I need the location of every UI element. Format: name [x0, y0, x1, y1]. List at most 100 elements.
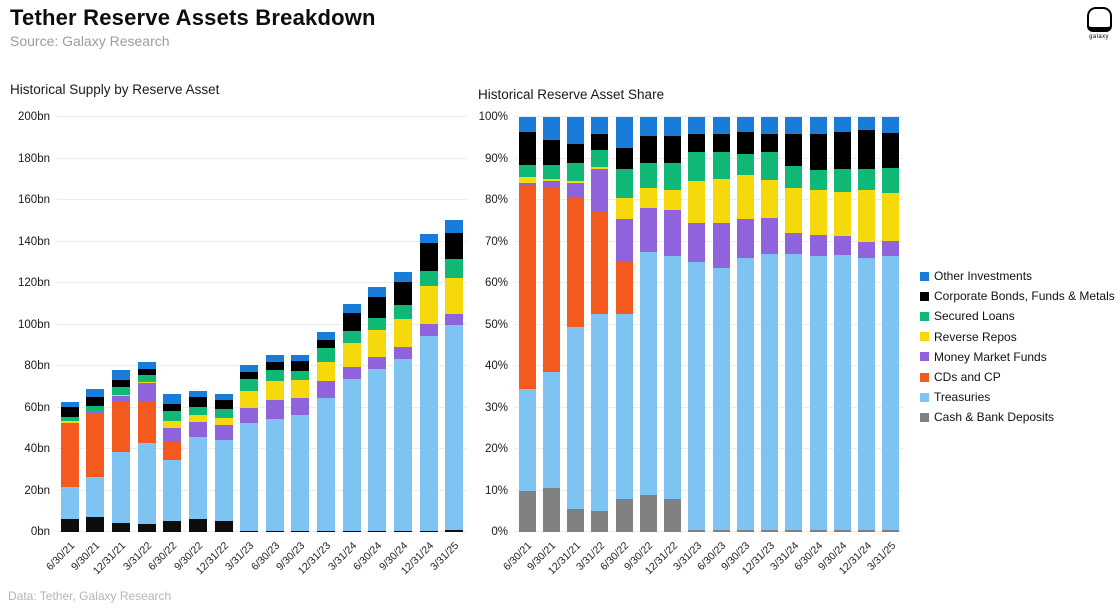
legend-color-swatch	[920, 352, 929, 362]
supply-chart-title: Historical Supply by Reserve Asset	[10, 82, 220, 97]
segment-reverse-repos	[265, 381, 284, 400]
segment-corporate-bonds-funds-metals	[833, 132, 851, 169]
segment-money-market-funds	[419, 324, 438, 336]
segment-other-investments	[833, 117, 851, 133]
y-axis-label: 10%	[484, 484, 508, 497]
gridline	[57, 323, 467, 325]
segment-treasuries	[591, 314, 609, 512]
segment-reverse-repos	[882, 193, 900, 242]
y-axis-label: 20bn	[24, 484, 50, 497]
segment-reverse-repos	[615, 197, 633, 219]
segment-corporate-bonds-funds-metals	[188, 397, 207, 407]
segment-cash-bank-deposits	[163, 521, 182, 532]
segment-cash-bank-deposits	[368, 530, 387, 532]
segment-secured-loans	[809, 169, 827, 190]
gridline	[515, 489, 903, 491]
segment-reverse-repos	[858, 189, 876, 243]
segment-corporate-bonds-funds-metals	[342, 312, 361, 331]
segment-cash-bank-deposits	[317, 530, 336, 532]
gridline	[515, 240, 903, 242]
segment-money-market-funds	[736, 218, 754, 259]
segment-money-market-funds	[112, 395, 131, 402]
bar-9-30-21	[542, 117, 560, 532]
segment-cash-bank-deposits	[785, 529, 803, 532]
segment-secured-loans	[137, 375, 156, 383]
segment-money-market-funds	[882, 241, 900, 257]
segment-cash-bank-deposits	[567, 509, 585, 532]
segment-secured-loans	[542, 164, 560, 180]
gridline	[515, 406, 903, 408]
segment-corporate-bonds-funds-metals	[419, 243, 438, 272]
segment-reverse-repos	[445, 277, 464, 314]
segment-other-investments	[639, 117, 657, 136]
segment-cash-bank-deposits	[882, 529, 900, 532]
bar-12-31-22	[214, 394, 233, 532]
segment-cash-bank-deposits	[86, 517, 105, 532]
bar-9-30-24	[393, 272, 412, 532]
segment-corporate-bonds-funds-metals	[393, 282, 412, 305]
segment-cds-and-cp	[112, 401, 131, 452]
segment-treasuries	[317, 397, 336, 531]
legend-item-cash-bank-deposits: Cash & Bank Deposits	[920, 407, 1115, 427]
galaxy-logo-text: galaxy	[1089, 34, 1109, 40]
legend-item-corporate-bonds-funds-metals: Corporate Bonds, Funds & Metals	[920, 286, 1115, 306]
segment-reverse-repos	[317, 362, 336, 381]
segment-cash-bank-deposits	[591, 511, 609, 532]
legend-label: Money Market Funds	[934, 349, 1047, 364]
segment-cds-and-cp	[615, 262, 633, 315]
bar-9-30-22	[188, 390, 207, 532]
segment-secured-loans	[368, 318, 387, 330]
segment-treasuries	[785, 253, 803, 530]
bar-9-30-23	[736, 117, 754, 532]
segment-cash-bank-deposits	[60, 518, 79, 532]
segment-secured-loans	[591, 150, 609, 167]
segment-corporate-bonds-funds-metals	[265, 361, 284, 370]
bar-6-30-21	[60, 402, 79, 532]
segment-corporate-bonds-funds-metals	[163, 404, 182, 412]
segment-cds-and-cp	[518, 185, 536, 389]
segment-other-investments	[163, 394, 182, 405]
bar-3-31-22	[137, 361, 156, 532]
segment-treasuries	[615, 314, 633, 499]
segment-other-investments	[60, 402, 79, 407]
legend-label: Reverse Repos	[934, 329, 1017, 344]
segment-cash-bank-deposits	[188, 519, 207, 532]
segment-money-market-funds	[342, 367, 361, 379]
gridline	[57, 199, 467, 200]
segment-money-market-funds	[518, 183, 536, 186]
gridline	[57, 116, 467, 117]
segment-cash-bank-deposits	[112, 523, 131, 532]
segment-cds-and-cp	[137, 400, 156, 443]
segment-reverse-repos	[163, 421, 182, 428]
segment-treasuries	[712, 268, 730, 530]
segment-other-investments	[591, 117, 609, 134]
segment-other-investments	[542, 117, 560, 140]
gridline	[515, 323, 903, 325]
y-axis-label: 80bn	[24, 360, 50, 372]
segment-reverse-repos	[291, 379, 310, 399]
segment-cash-bank-deposits	[214, 521, 233, 532]
gridline	[57, 531, 467, 532]
segment-money-market-funds	[265, 399, 284, 420]
segment-treasuries	[858, 258, 876, 530]
bar-6-30-21	[518, 117, 536, 532]
segment-corporate-bonds-funds-metals	[214, 400, 233, 410]
segment-other-investments	[393, 272, 412, 282]
y-axis-label: 70%	[484, 235, 508, 248]
segment-treasuries	[736, 258, 754, 530]
segment-money-market-funds	[393, 346, 412, 359]
segment-secured-loans	[240, 379, 259, 391]
segment-treasuries	[163, 459, 182, 521]
segment-secured-loans	[163, 411, 182, 422]
galaxy-logo: galaxy	[1080, 7, 1118, 40]
segment-corporate-bonds-funds-metals	[86, 397, 105, 406]
segment-cds-and-cp	[163, 442, 182, 460]
legend-color-swatch	[920, 372, 929, 382]
bar-3-31-24	[342, 303, 361, 532]
legend-label: Treasuries	[934, 390, 991, 405]
segment-secured-loans	[291, 370, 310, 380]
gridline	[515, 448, 903, 449]
segment-cash-bank-deposits	[664, 498, 682, 532]
segment-secured-loans	[664, 162, 682, 190]
gridline	[515, 157, 903, 159]
